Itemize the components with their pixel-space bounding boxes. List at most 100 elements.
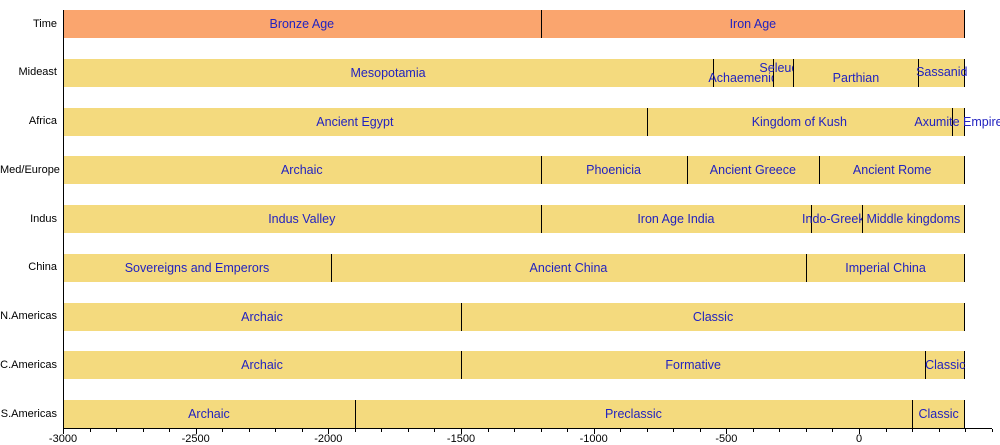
- x-axis-tick-label: -3000: [48, 433, 78, 445]
- x-axis-tick: [434, 429, 436, 432]
- x-axis-tick: [381, 429, 383, 432]
- timeline-segment: [805, 253, 966, 282]
- timeline-segment-label: Axumite Empire: [914, 114, 1000, 129]
- x-axis-tick: [487, 429, 489, 432]
- x-axis-tick-label: -1000: [579, 433, 608, 445]
- x-axis-tick: [593, 429, 595, 434]
- timeline-segment-label: Classic: [925, 358, 966, 373]
- timeline-segment-label: Iron Age India: [637, 212, 715, 226]
- timeline-segment: [713, 58, 774, 87]
- timeline-segment: [63, 107, 647, 136]
- x-axis-tick: [328, 429, 330, 434]
- x-axis-tick: [938, 429, 940, 432]
- x-axis-tick: [514, 429, 516, 432]
- x-axis-tick: [752, 429, 754, 432]
- timeline-segment-label: Ancient Greece: [709, 163, 796, 178]
- timeline-segment: [540, 156, 687, 185]
- x-axis-tick: [248, 429, 250, 432]
- timeline-segment-label: Indus Valley: [268, 212, 336, 226]
- x-axis-tick: [195, 429, 197, 434]
- row-label-n-americas: N.Americas: [0, 310, 57, 322]
- timeline-segment-label: Parthian: [832, 70, 880, 85]
- timeline-segment: [461, 302, 966, 331]
- x-axis-tick: [620, 429, 622, 432]
- row-label-c-americas: C.Americas: [0, 358, 57, 371]
- timeline-segment: [63, 253, 331, 282]
- timeline-segment: [811, 205, 862, 233]
- timeline-segment: [330, 253, 806, 282]
- timeline-segment: [63, 351, 461, 380]
- x-axis-tick: [567, 429, 569, 432]
- x-axis-tick: [832, 429, 834, 432]
- x-axis-tick: [89, 429, 91, 432]
- y-axis-line: [63, 10, 64, 428]
- x-axis-tick: [142, 429, 144, 432]
- timeline-segment-label: Ancient Egypt: [316, 114, 394, 129]
- x-axis-tick-label: -1500: [446, 433, 476, 445]
- timeline-segment: [861, 205, 966, 233]
- x-axis-tick: [63, 429, 64, 434]
- timeline-segment-label: Indo-Greeks: [802, 212, 871, 226]
- timeline-segment-label: Iron Age: [729, 17, 777, 31]
- x-axis-tick: [540, 429, 542, 432]
- row-label-s-americas: S.Americas: [0, 407, 57, 420]
- x-axis-tick-label: -500: [715, 433, 738, 445]
- x-axis-tick: [275, 429, 277, 432]
- x-axis-tick: [673, 429, 675, 432]
- timeline-segment: [646, 107, 952, 136]
- x-axis-tick: [912, 429, 914, 432]
- timeline-segment: [63, 10, 541, 38]
- timeline-segment-label: Achaemenid: [708, 70, 778, 85]
- x-axis-tick: [699, 429, 701, 432]
- timeline-segment-label: Kingdom of Kush: [751, 114, 847, 129]
- x-axis-tick: [169, 429, 171, 432]
- timeline-segment: [354, 400, 913, 428]
- timeline-segment: [540, 10, 966, 38]
- timeline-segment-label: Sovereigns and Emperors: [124, 260, 270, 275]
- timeline-segment: [925, 351, 966, 380]
- timeline-segment: [686, 156, 820, 185]
- timeline-segment: [63, 58, 714, 87]
- timeline-segment-label: Archaic: [241, 358, 283, 373]
- row-label-africa: Africa: [28, 115, 57, 127]
- timeline-segment: [793, 58, 919, 87]
- timeline-segment-label: Ancient Rome: [852, 163, 932, 178]
- x-axis-tick: [116, 429, 118, 432]
- timeline-segment: [773, 58, 794, 87]
- x-axis-tick: [885, 429, 887, 432]
- row-label-med-europe: Med/Europe: [0, 163, 60, 176]
- timeline-segment-label: Formative: [665, 358, 721, 373]
- x-axis-tick-label: -2500: [181, 433, 210, 445]
- timeline-segment-label: Ancient China: [529, 260, 608, 275]
- x-axis-tick: [222, 429, 224, 432]
- timeline-segment: [461, 351, 926, 380]
- row-label-china: China: [28, 261, 57, 274]
- x-axis-tick: [646, 429, 648, 432]
- timeline-segment-label: Classic: [692, 309, 734, 324]
- row-label-indus: Indus: [30, 212, 57, 225]
- timeline-segment: [63, 400, 355, 428]
- x-axis-tick-label: -2000: [314, 433, 343, 445]
- row-label-mideast: Mideast: [18, 66, 57, 79]
- timeline-segment: [540, 205, 812, 233]
- timeline-segment-label: Imperial China: [845, 260, 926, 275]
- timeline-segment-label: Middle kingdoms: [866, 212, 961, 226]
- timeline-segment: [912, 400, 966, 428]
- x-axis-tick: [965, 429, 967, 432]
- timeline-segment-label: Mesopotamia: [350, 65, 426, 80]
- timeline-segment-label: Archaic: [280, 163, 323, 178]
- timeline-segment-label: Preclassic: [604, 407, 662, 421]
- timeline-segment-label: Archaic: [188, 407, 230, 421]
- timeline-segment-label: Bronze Age: [269, 17, 335, 31]
- x-axis-tick-label: 0: [855, 433, 863, 445]
- x-axis-tick: [726, 429, 728, 434]
- timeline-segment: [63, 205, 541, 233]
- timeline-segment-label: Sassanid: [916, 64, 968, 79]
- timeline-segment: [951, 107, 966, 136]
- timeline-segment: [63, 156, 541, 185]
- x-axis-tick: [859, 429, 860, 434]
- x-axis-tick: [461, 429, 462, 434]
- x-axis-tick: [779, 429, 781, 432]
- x-axis-tick: [354, 429, 356, 432]
